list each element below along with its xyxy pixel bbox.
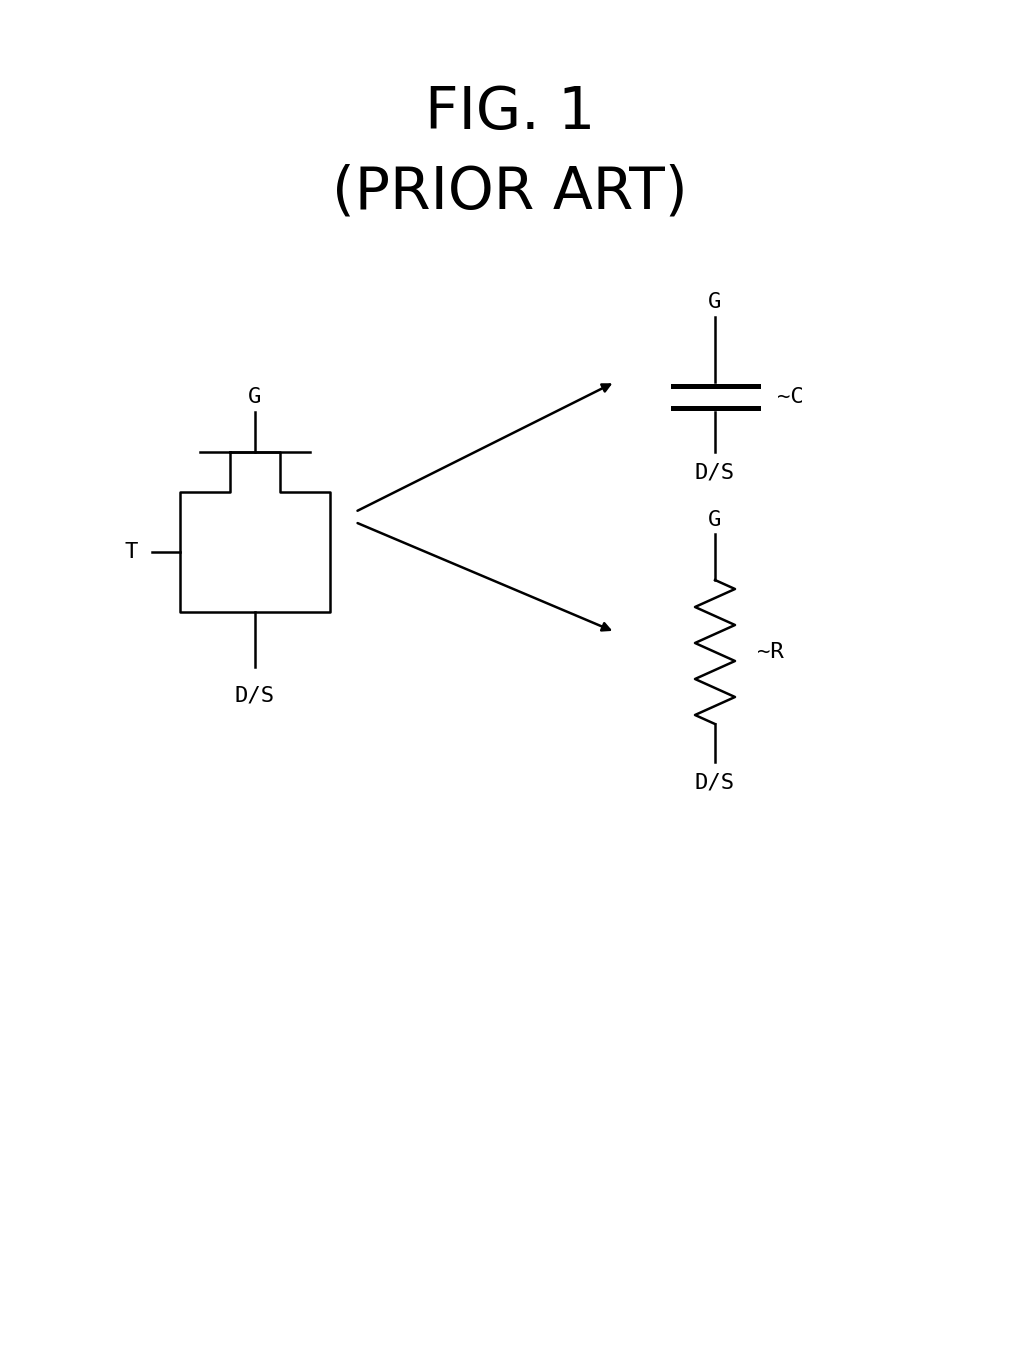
Text: G: G [707, 293, 721, 312]
Text: ~C: ~C [776, 387, 803, 407]
Text: D/S: D/S [234, 685, 275, 705]
Text: (PRIOR ART): (PRIOR ART) [332, 164, 687, 220]
Text: ~R: ~R [756, 642, 783, 662]
Text: G: G [707, 510, 721, 530]
Text: D/S: D/S [694, 772, 735, 791]
Text: T: T [124, 541, 138, 562]
Text: G: G [248, 387, 262, 407]
Text: D/S: D/S [694, 462, 735, 483]
Text: FIG. 1: FIG. 1 [425, 83, 594, 141]
